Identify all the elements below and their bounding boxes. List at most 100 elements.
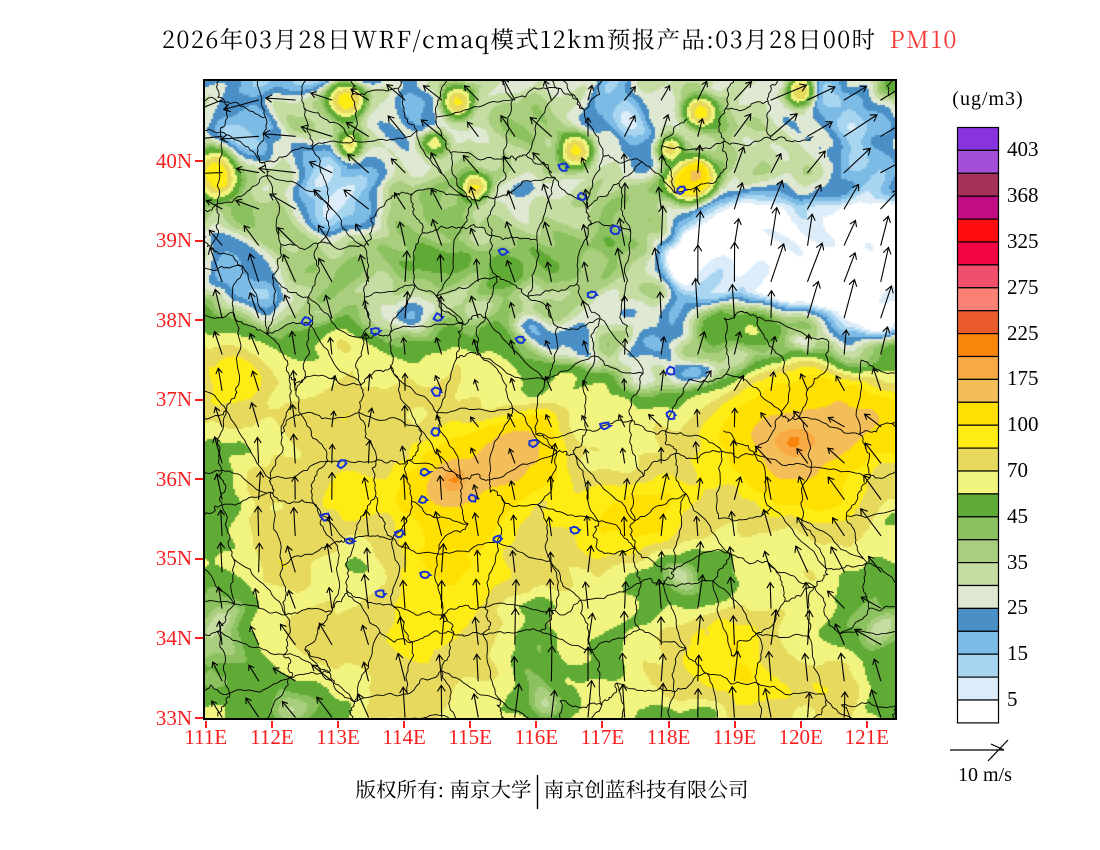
colorbar-tick-label-70: 70 — [1007, 458, 1028, 482]
wind-legend-label: 10 m/s — [958, 764, 1012, 786]
lon-label-116E: 116E — [514, 725, 559, 749]
city-marker — [430, 426, 441, 437]
colorbar-cell — [956, 699, 1000, 724]
colorbar-cell — [956, 172, 1000, 197]
city-marker — [497, 247, 511, 257]
title-text-outline — [163, 27, 875, 55]
colorbar — [956, 126, 1000, 724]
lon-tick — [337, 721, 339, 728]
colorbar-tick-label-25: 25 — [1007, 595, 1028, 620]
lon-tick — [204, 721, 207, 728]
city-marker — [528, 438, 541, 449]
city-marker — [300, 315, 314, 327]
city-marker — [369, 327, 383, 337]
wind-arrows — [205, 81, 895, 718]
boundary-lines-path — [205, 81, 895, 718]
footer-owner-path — [356, 779, 531, 799]
lon-tick — [733, 721, 736, 728]
lon-label-121E: 121E — [844, 725, 889, 749]
city-marker — [514, 335, 527, 344]
city-marker — [665, 409, 678, 421]
lon-label-112E: 112E — [250, 725, 294, 749]
lon-label-115E: 115E — [448, 725, 492, 749]
city-marker — [557, 162, 570, 172]
lon-tick — [865, 721, 868, 728]
colorbar-cell — [956, 516, 1000, 541]
colorbar-cell — [956, 401, 1000, 426]
lon-tick — [270, 721, 273, 728]
lat-tick — [195, 478, 203, 481]
pollutant-text-outline — [890, 30, 956, 49]
footer-copyright — [356, 775, 747, 809]
colorbar-tick-label-403: 403 — [1007, 137, 1039, 162]
lat-tick — [195, 319, 203, 322]
lon-label-117E: 117E — [580, 725, 625, 749]
title-main-path — [163, 27, 875, 55]
lon-label-113E: 113E — [316, 725, 360, 749]
colorbar-cell — [956, 447, 1000, 472]
colorbar-cell — [956, 241, 1000, 266]
colorbar-tick-label-35: 35 — [1007, 549, 1028, 574]
city-marker — [586, 290, 599, 300]
lat-label-40N: 40N — [155, 148, 192, 173]
lon-tick — [601, 721, 604, 728]
colorbar-cell — [956, 562, 1000, 587]
city-marker — [492, 534, 504, 544]
colorbar-cell — [956, 195, 1000, 220]
lon-tick — [667, 721, 670, 728]
colorbar-unit-label: (ug/m3) — [952, 88, 1024, 110]
colorbar-cell — [956, 470, 1000, 495]
lat-tick — [195, 239, 203, 242]
lat-label-34N: 34N — [155, 625, 192, 650]
lon-label-111E: 111E — [184, 725, 228, 749]
city-marker — [569, 525, 582, 535]
colorbar-cell — [956, 630, 1000, 655]
colorbar-tick-label-368: 368 — [1007, 183, 1039, 208]
colorbar-cell — [956, 378, 1000, 403]
city-marker — [374, 589, 388, 599]
colorbar-cell — [956, 287, 1000, 312]
lon-tick — [469, 721, 472, 728]
city-marker — [418, 570, 433, 580]
colorbar-cell — [956, 607, 1000, 632]
colorbar-tick-label-225: 225 — [1007, 320, 1039, 345]
lon-tick — [403, 721, 406, 728]
city-marker — [393, 529, 405, 539]
city-marker — [609, 224, 622, 236]
map-overlay — [205, 81, 895, 718]
colorbar-tick-label-275: 275 — [1007, 274, 1039, 299]
city-marker — [417, 494, 430, 505]
lat-label-33N: 33N — [155, 705, 192, 730]
lon-tick — [799, 721, 802, 728]
colorbar-cell — [956, 149, 1000, 174]
city-marker — [675, 185, 688, 196]
lat-tick — [195, 717, 203, 719]
colorbar-tick-label-325: 325 — [1007, 229, 1039, 253]
lat-label-39N: 39N — [155, 228, 192, 253]
colorbar-tick-label-100: 100 — [1007, 412, 1039, 437]
county-boundaries — [205, 81, 895, 718]
lon-label-118E: 118E — [646, 725, 691, 749]
city-marker — [336, 459, 349, 470]
city-marker — [419, 467, 434, 477]
city-marker — [576, 191, 589, 202]
colorbar-cell — [956, 539, 1000, 564]
title-pollutant-path — [890, 30, 956, 49]
colorbar-cell — [956, 653, 1000, 678]
city-marker — [665, 365, 676, 376]
colorbar-cell — [956, 424, 1000, 449]
colorbar-cell — [956, 355, 1000, 380]
lat-label-38N: 38N — [155, 307, 192, 332]
colorbar-tick-label-15: 15 — [1007, 641, 1028, 666]
reference-arrow — [950, 739, 1009, 762]
forecast-map — [203, 79, 897, 720]
lon-label-119E: 119E — [712, 725, 757, 749]
colorbar-cell — [956, 333, 1000, 358]
colorbar-cell — [956, 584, 1000, 609]
city-marker — [598, 421, 614, 431]
lon-tick — [535, 721, 538, 728]
colorbar-tick-label-175: 175 — [1007, 366, 1039, 391]
lat-tick — [195, 557, 203, 560]
lat-tick — [195, 637, 203, 640]
city-marker — [345, 537, 358, 545]
